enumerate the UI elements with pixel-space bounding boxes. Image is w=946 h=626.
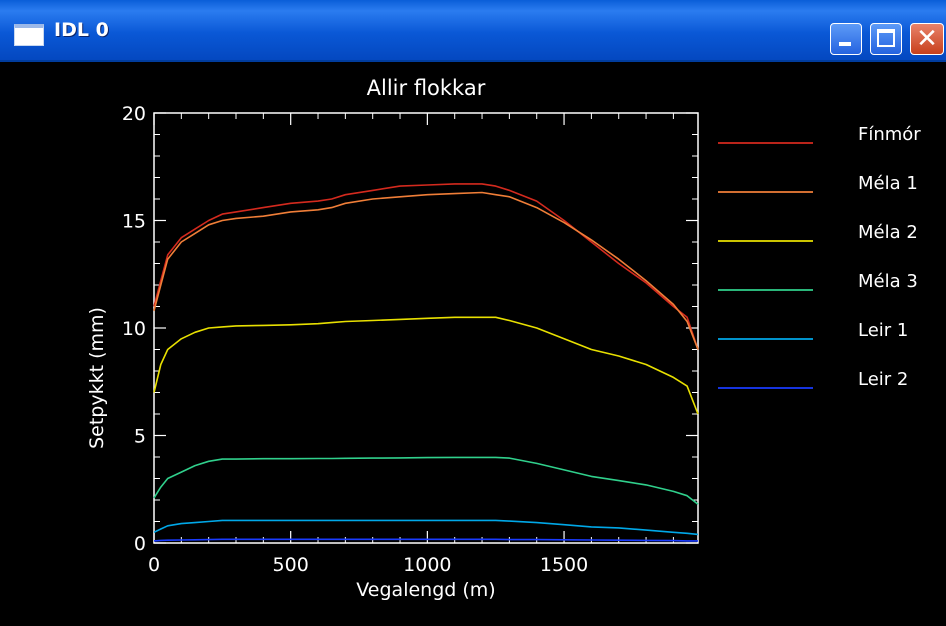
series-lines xyxy=(153,183,699,542)
legend-label: Fínmór xyxy=(858,124,921,145)
close-button[interactable]: ✕ xyxy=(910,23,944,55)
legend-label: Leir 2 xyxy=(858,369,908,390)
series-line-3 xyxy=(153,316,699,415)
legend: Fínmór Méla 1 Méla 2 Méla 3 Leir 1 Leir 2 xyxy=(718,124,921,390)
chart-title: Allir flokkar xyxy=(367,76,486,100)
x-axis-label: Vegalengd (m) xyxy=(356,579,495,601)
x-tick-label: 0 xyxy=(148,554,160,576)
title-bar[interactable]: IDL 0 ✕ xyxy=(0,0,946,62)
line-chart: 0 500 1000 1500 0 5 10 15 20 Fínmór Méla 1 Méla 2 M… xyxy=(86,76,921,601)
maximize-button[interactable] xyxy=(870,23,902,55)
y-tick-label: 10 xyxy=(122,318,146,340)
y-tick-label: 15 xyxy=(122,211,146,233)
maximize-icon xyxy=(877,29,895,47)
series-line-5 xyxy=(153,519,699,536)
window-icon xyxy=(14,24,44,46)
close-icon: ✕ xyxy=(916,24,938,54)
minimize-button[interactable] xyxy=(830,23,862,55)
x-tick-label: 500 xyxy=(273,554,309,576)
window-title: IDL 0 xyxy=(54,19,109,41)
series-line-1 xyxy=(153,183,699,350)
minimize-icon xyxy=(839,42,851,46)
series-line-6 xyxy=(153,538,698,542)
legend-label: Méla 2 xyxy=(858,222,918,243)
x-tick-label: 1000 xyxy=(403,554,451,576)
axes: 0 500 1000 1500 0 5 10 15 20 xyxy=(122,103,699,576)
series-line-4 xyxy=(153,456,699,505)
y-axis-label: Setpykkt (mm) xyxy=(86,307,108,449)
series-line-2 xyxy=(153,191,699,350)
y-tick-label: 5 xyxy=(134,426,146,448)
plot-frame xyxy=(153,112,699,544)
legend-label: Leir 1 xyxy=(858,320,908,341)
y-tick-label: 20 xyxy=(122,103,146,125)
legend-label: Méla 1 xyxy=(858,173,918,194)
legend-label: Méla 3 xyxy=(858,271,918,292)
y-tick-label: 0 xyxy=(134,533,146,555)
x-tick-label: 1500 xyxy=(540,554,588,576)
